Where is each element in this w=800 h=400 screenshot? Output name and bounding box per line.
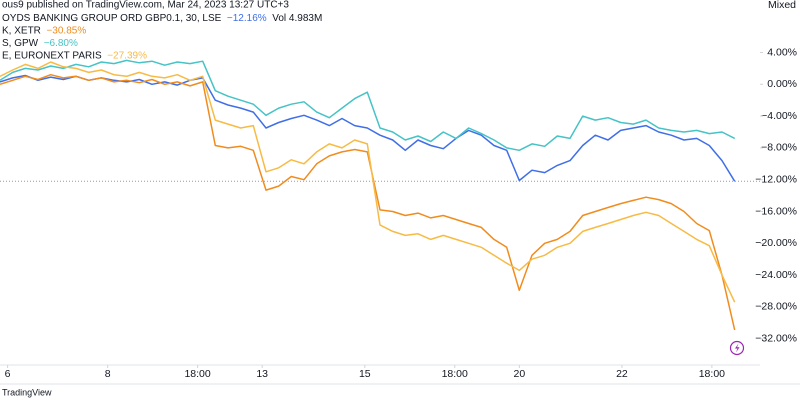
- x-tick-label: 18:00: [442, 368, 468, 380]
- legend-name: OYDS BANKING GROUP ORD GBP0.1, 30, LSE: [2, 13, 222, 24]
- y-tick-label: −24.00%: [755, 269, 797, 281]
- series-line: [0, 73, 736, 331]
- header: ous9 published on TradingView.com, Mar 2…: [2, 0, 289, 11]
- x-tick-label: 13: [256, 368, 268, 380]
- legend-volume: Vol 4.983M: [272, 13, 322, 24]
- x-tick-label: 6: [5, 368, 11, 380]
- legend-change: −12.16%: [227, 13, 267, 24]
- legend-name: K, XETR: [2, 25, 41, 36]
- x-tick-label: 22: [616, 368, 628, 380]
- legend-change: −27.39%: [107, 50, 147, 61]
- scale-mode: Mixed: [768, 0, 796, 11]
- legend-entry: S, GPW −6.80%: [2, 38, 83, 49]
- alert-icon[interactable]: [729, 340, 745, 356]
- y-tick-label: −32.00%: [755, 333, 797, 345]
- y-tick-label: −16.00%: [755, 205, 797, 217]
- x-tick-label: 18:00: [184, 368, 210, 380]
- y-tick-label: −20.00%: [755, 237, 797, 249]
- y-tick-label: −12.00%: [755, 173, 797, 185]
- y-tick-label: −28.00%: [755, 301, 797, 313]
- x-tick-label: 15: [359, 368, 371, 380]
- y-tick-label: −8.00%: [761, 142, 797, 154]
- y-tick-label: 4.00%: [767, 46, 797, 58]
- x-tick-label: 18:00: [699, 368, 725, 380]
- legend-entry: OYDS BANKING GROUP ORD GBP0.1, 30, LSE −…: [2, 13, 328, 24]
- legend-entry: K, XETR −30.85%: [2, 25, 92, 36]
- footer: TradingView: [2, 387, 52, 397]
- legend-change: −30.85%: [46, 25, 86, 36]
- series-line: [0, 59, 736, 152]
- legend-entry: E, EURONEXT PARIS −27.39%: [2, 50, 153, 61]
- series-line: [0, 61, 736, 303]
- y-tick-label: 0.00%: [767, 78, 797, 90]
- x-tick-label: 20: [513, 368, 525, 380]
- legend-name: E, EURONEXT PARIS: [2, 50, 102, 61]
- x-tick-label: 8: [105, 368, 111, 380]
- y-tick-label: −4.00%: [761, 110, 797, 122]
- legend-name: S, GPW: [2, 38, 39, 49]
- legend-change: −6.80%: [44, 38, 78, 49]
